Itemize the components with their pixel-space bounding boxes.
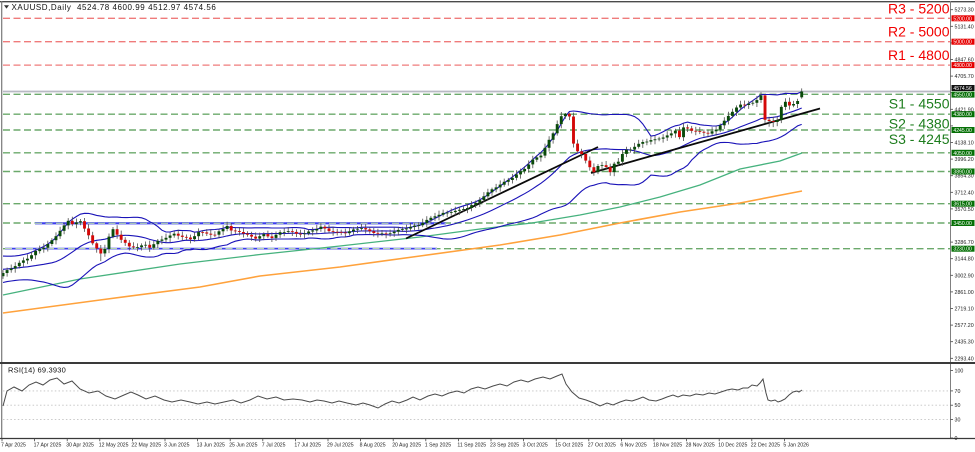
svg-text:50: 50 — [955, 403, 961, 409]
svg-text:3615.00: 3615.00 — [953, 202, 972, 208]
svg-text:22 Dec 2025: 22 Dec 2025 — [751, 443, 780, 449]
svg-text:2293.40: 2293.40 — [955, 356, 974, 362]
svg-text:2719.10: 2719.10 — [955, 307, 974, 313]
svg-text:13 Jun 2025: 13 Jun 2025 — [197, 443, 225, 449]
svg-text:3144.80: 3144.80 — [955, 257, 974, 263]
svg-text:4138.10: 4138.10 — [955, 141, 974, 147]
svg-text:70: 70 — [955, 389, 961, 395]
svg-text:R3 - 5200: R3 - 5200 — [888, 1, 950, 17]
svg-text:2435.30: 2435.30 — [955, 340, 974, 346]
svg-text:RSI(14) 69.3930: RSI(14) 69.3930 — [8, 366, 66, 375]
svg-text:30 Apr 2025: 30 Apr 2025 — [66, 443, 94, 449]
svg-text:28 Nov 2025: 28 Nov 2025 — [686, 443, 715, 449]
svg-text:4705.70: 4705.70 — [955, 74, 974, 80]
svg-text:1 Sep 2025: 1 Sep 2025 — [425, 443, 451, 449]
svg-text:18 Nov 2025: 18 Nov 2025 — [653, 443, 682, 449]
svg-text:0: 0 — [955, 436, 958, 442]
svg-text:3002.90: 3002.90 — [955, 273, 974, 279]
svg-text:XAUUSD,Daily 4524.78 4600.99: XAUUSD,Daily 4524.78 4600.99 4512.97 457… — [12, 3, 217, 12]
svg-text:17 Jul 2025: 17 Jul 2025 — [294, 443, 321, 449]
svg-text:3230.00: 3230.00 — [953, 247, 972, 253]
svg-text:4245.00: 4245.00 — [953, 128, 972, 134]
svg-text:22 May 2025: 22 May 2025 — [131, 443, 161, 449]
svg-text:3890.00: 3890.00 — [953, 170, 972, 176]
svg-text:5000.00: 5000.00 — [953, 40, 972, 46]
svg-text:4550.00: 4550.00 — [953, 93, 972, 99]
svg-text:30: 30 — [955, 417, 961, 423]
svg-text:R2 - 5000: R2 - 5000 — [888, 24, 950, 40]
svg-text:6 Nov 2025: 6 Nov 2025 — [620, 443, 646, 449]
svg-text:12 May 2025: 12 May 2025 — [99, 443, 129, 449]
svg-text:7 Apr 2025: 7 Apr 2025 — [1, 443, 26, 449]
svg-text:2861.00: 2861.00 — [955, 290, 974, 296]
svg-text:5131.40: 5131.40 — [955, 24, 974, 30]
svg-text:3996.20: 3996.20 — [955, 157, 974, 163]
svg-text:S3 - 4245: S3 - 4245 — [889, 131, 950, 147]
svg-text:S1 - 4550: S1 - 4550 — [889, 96, 950, 112]
svg-text:3 Oct 2025: 3 Oct 2025 — [523, 443, 548, 449]
svg-text:4050.00: 4050.00 — [953, 151, 972, 157]
svg-text:S2 - 4380: S2 - 4380 — [889, 115, 950, 131]
svg-text:2577.20: 2577.20 — [955, 323, 974, 329]
svg-text:5 Jan 2026: 5 Jan 2026 — [783, 443, 809, 449]
svg-text:7 Jul 2025: 7 Jul 2025 — [262, 443, 286, 449]
svg-text:3854.30: 3854.30 — [955, 174, 974, 180]
svg-text:23 Sep 2025: 23 Sep 2025 — [490, 443, 519, 449]
svg-text:4421.90: 4421.90 — [955, 107, 974, 113]
svg-text:3286.70: 3286.70 — [955, 240, 974, 246]
svg-text:3 Jun 2025: 3 Jun 2025 — [164, 443, 190, 449]
svg-text:11 Sep 2025: 11 Sep 2025 — [457, 443, 486, 449]
svg-text:3712.40: 3712.40 — [955, 190, 974, 196]
svg-text:5273.30: 5273.30 — [955, 8, 974, 14]
svg-text:4380.00: 4380.00 — [953, 112, 972, 118]
svg-text:3570.50: 3570.50 — [955, 207, 974, 213]
svg-text:29 Jul 2025: 29 Jul 2025 — [327, 443, 354, 449]
svg-text:4800.00: 4800.00 — [953, 63, 972, 69]
svg-text:10 Dec 2025: 10 Dec 2025 — [718, 443, 747, 449]
svg-text:4574.56: 4574.56 — [953, 86, 972, 92]
svg-text:100: 100 — [955, 369, 964, 375]
svg-text:R1 - 4800: R1 - 4800 — [888, 47, 950, 63]
svg-text:17 Apr 2025: 17 Apr 2025 — [34, 443, 62, 449]
svg-text:20 Aug 2025: 20 Aug 2025 — [392, 443, 421, 449]
svg-text:8 Aug 2025: 8 Aug 2025 — [360, 443, 386, 449]
svg-text:5200.00: 5200.00 — [953, 16, 972, 22]
svg-text:27 Oct 2025: 27 Oct 2025 — [588, 443, 616, 449]
svg-text:4847.60: 4847.60 — [955, 58, 974, 64]
svg-text:15 Oct 2025: 15 Oct 2025 — [555, 443, 583, 449]
svg-text:25 Jun 2025: 25 Jun 2025 — [229, 443, 257, 449]
svg-text:3450.00: 3450.00 — [953, 221, 972, 227]
